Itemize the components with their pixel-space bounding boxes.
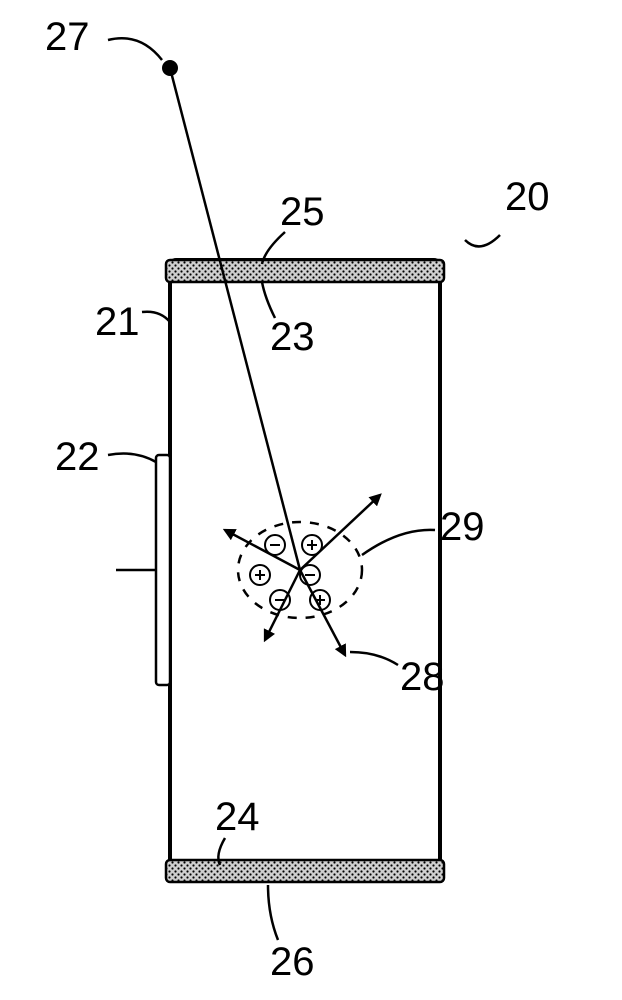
svg-text:28: 28 [400,655,445,699]
svg-text:21: 21 [95,300,140,344]
svg-text:23: 23 [270,315,315,359]
svg-text:27: 27 [45,15,90,59]
svg-text:22: 22 [55,435,100,479]
svg-text:29: 29 [440,505,485,549]
svg-text:20: 20 [505,175,550,219]
svg-text:25: 25 [280,190,325,234]
svg-text:26: 26 [270,940,315,984]
svg-text:24: 24 [215,795,260,839]
